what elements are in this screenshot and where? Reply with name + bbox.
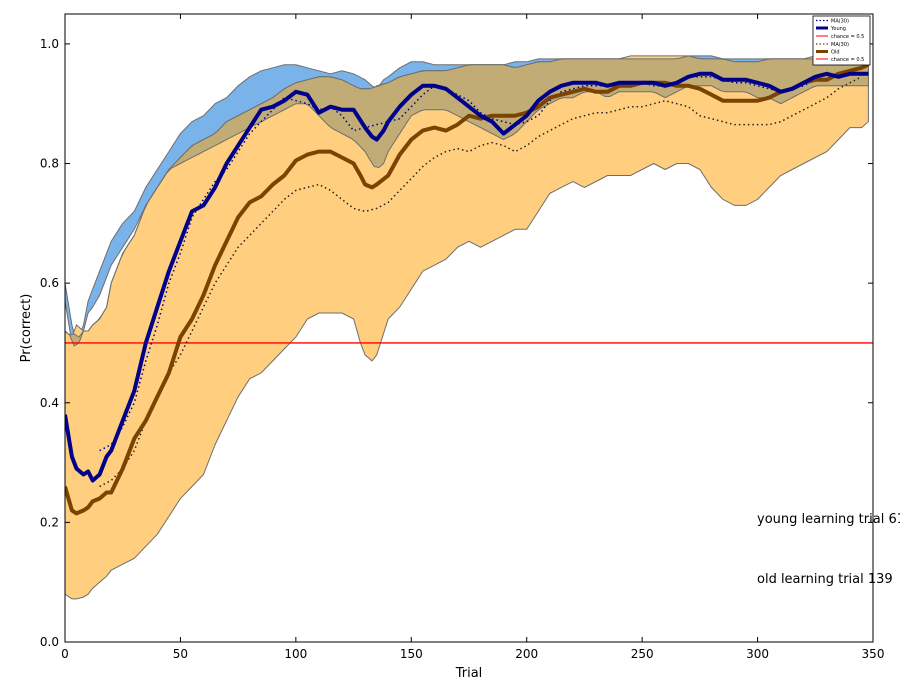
legend-label-young-ma: MA(30)	[831, 19, 849, 25]
y-tick-label: 0.6	[40, 276, 59, 290]
y-tick-label: 0.0	[40, 635, 59, 649]
x-axis-label: Trial	[455, 666, 483, 681]
legend-label-chance-2: chance = 0.5	[831, 57, 864, 63]
x-tick-label: 200	[515, 647, 538, 661]
series-lines	[65, 62, 870, 516]
legend-label-old: Old	[831, 50, 840, 56]
x-tick-label: 300	[746, 647, 769, 661]
x-tick-label: 250	[631, 647, 654, 661]
y-axis-label: Pr(correct)	[19, 294, 34, 363]
y-tick-label: 0.4	[40, 396, 59, 410]
x-tick-label: 50	[173, 647, 188, 661]
legend-label-chance-1: chance = 0.5	[831, 34, 864, 40]
x-tick-label: 350	[862, 647, 885, 661]
old-line	[65, 62, 870, 516]
x-tick-label: 100	[284, 647, 307, 661]
annotation-young: young learning trial 61	[757, 512, 900, 527]
y-tick-label: 0.2	[40, 515, 59, 529]
plot-frame	[64, 13, 874, 643]
legend-box	[812, 15, 871, 66]
legend: MA(30) Young chance = 0.5 MA(30) Old cha…	[812, 15, 871, 66]
y-tick-label: 0.8	[40, 157, 59, 171]
x-tick-label: 0	[61, 647, 69, 661]
legend-label-young: Young	[830, 26, 846, 32]
annotation-old: old learning trial 139	[757, 572, 893, 587]
overlap-band	[65, 55, 869, 347]
legend-label-old-ma: MA(30)	[831, 42, 849, 48]
axis-ticks: 0 50 100 150 200 250 300 350 0.0 0.2 0.4 0.6 0.8 1.0	[40, 14, 885, 661]
young-line	[65, 71, 869, 483]
x-tick-label: 150	[400, 647, 423, 661]
y-tick-label: 1.0	[40, 37, 59, 51]
old-ma-line	[99, 76, 862, 488]
